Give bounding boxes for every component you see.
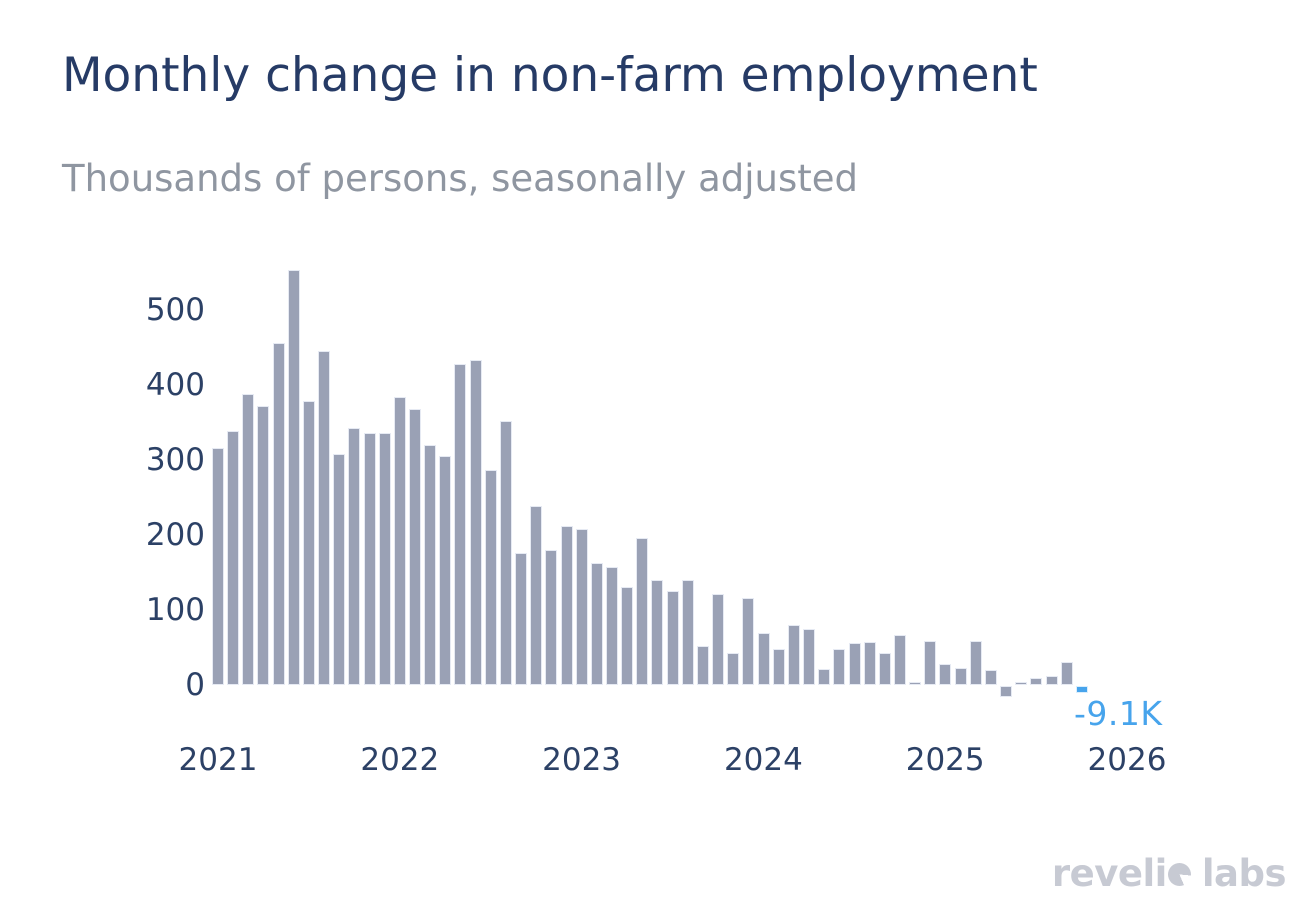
bar-2024-09 [878,653,891,685]
bar-2025-09 [1060,662,1073,685]
x-axis-tick-2021: 2021 [178,742,258,778]
y-axis-tick-400: 400 [145,366,205,403]
chart-title: Monthly change in non-farm employment [62,48,1038,103]
bar-2021-03 [242,394,255,685]
bar-2022-02 [409,408,421,685]
bar-2024-08 [863,641,876,685]
bar-2021-01 [212,448,224,685]
bar-2025-10 [1075,686,1088,693]
bar-2025-01 [939,663,952,685]
bar-2022-07 [484,470,497,685]
bar-2021-05 [272,342,285,685]
y-axis-tick-200: 200 [145,516,205,553]
bar-2023-02 [590,563,603,685]
bar-2025-05 [1000,686,1013,697]
bar-2023-08 [681,579,694,685]
bar-2022-04 [439,455,452,685]
bar-2022-11 [545,550,558,685]
bar-2024-04 [803,629,816,685]
bar-2024-10 [893,635,906,685]
bar-2023-10 [712,593,725,685]
bar-2025-03 [969,641,982,685]
last-value-label: -9.1K [1074,694,1163,733]
y-axis-tick-0: 0 [185,666,205,703]
bar-2024-12 [924,641,937,685]
bar-2024-01 [757,632,770,685]
bar-2022-09 [515,553,528,685]
bar-2024-03 [787,625,800,685]
bar-2023-05 [636,537,649,685]
logo-text-revelio: reveli [1051,852,1167,895]
logo-text-labs: labs [1201,852,1287,895]
bar-2022-01 [393,396,406,685]
bar-2025-02 [954,668,967,685]
bar-2023-01 [575,529,588,685]
y-axis-tick-500: 500 [145,291,205,328]
bar-2023-09 [696,646,709,685]
bar-2023-11 [727,653,740,685]
bar-2022-08 [499,420,512,685]
bar-2023-06 [651,580,664,685]
bar-2025-04 [984,670,997,685]
bar-2021-10 [348,428,361,685]
bar-2022-12 [560,526,573,685]
x-axis-tick-2024: 2024 [723,742,803,778]
bar-2025-08 [1045,675,1058,685]
bar-2021-02 [227,431,240,685]
bar-2021-08 [318,350,331,685]
revelio-labs-logo: reveli labs [1051,852,1287,895]
bar-2022-06 [469,359,482,685]
x-axis-tick-2023: 2023 [542,742,622,778]
bar-2021-09 [333,453,346,685]
bar-2021-12 [378,433,391,685]
bar-2024-05 [818,668,831,685]
x-axis-tick-2022: 2022 [360,742,440,778]
bar-2022-10 [530,506,543,685]
bar-2022-05 [454,364,467,685]
bar-2023-04 [621,587,634,685]
bar-2023-07 [666,590,679,685]
bar-2021-11 [363,432,376,685]
chart-subtitle: Thousands of persons, seasonally adjuste… [62,157,859,200]
y-axis-tick-300: 300 [145,441,205,478]
bar-2024-02 [772,649,785,685]
bar-2021-04 [257,405,270,685]
bar-2021-07 [302,401,315,685]
bar-2021-06 [287,269,300,685]
y-axis-tick-100: 100 [145,591,205,628]
bar-2024-06 [833,649,846,685]
x-axis-tick-2026: 2026 [1087,742,1167,778]
revelio-logo-o-icon [1167,863,1191,886]
x-axis-tick-2025: 2025 [905,742,985,778]
bar-2024-11 [909,682,922,685]
bar-2023-12 [742,597,755,685]
bar-2022-03 [424,444,437,685]
bar-2023-03 [606,566,619,685]
bar-2025-07 [1030,677,1043,685]
bar-2024-07 [848,642,861,685]
bar-2025-06 [1015,681,1028,685]
